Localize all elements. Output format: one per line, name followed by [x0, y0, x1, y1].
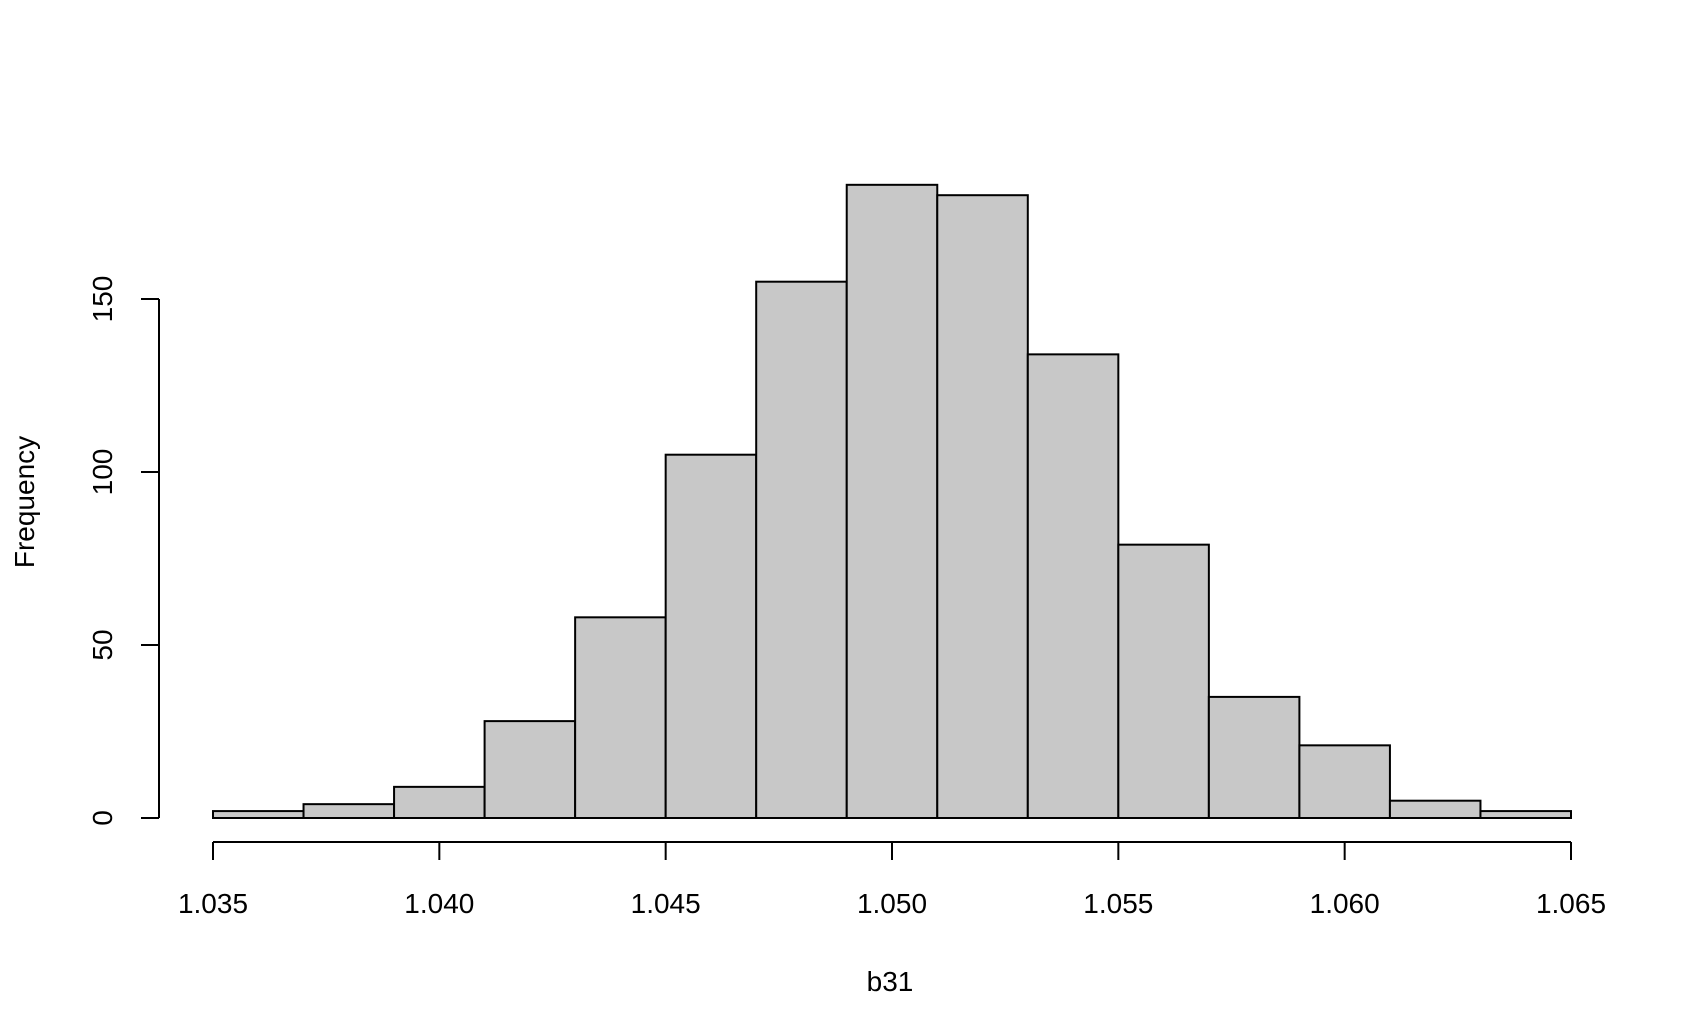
- histogram-bar-1: [212, 810, 305, 820]
- histogram-bar-12: [1207, 695, 1301, 820]
- histogram-bar-9: [936, 194, 1029, 819]
- y-tick-label: 0: [87, 810, 118, 826]
- histogram-bar-5: [574, 616, 667, 819]
- x-tick-label: 1.040: [404, 888, 474, 919]
- x-tick-label: 1.065: [1536, 888, 1606, 919]
- histogram-bar-13: [1298, 744, 1391, 820]
- x-tick-label: 1.045: [631, 888, 701, 919]
- x-axis: 1.035 1.040 1.045 1.050 1.055 1.060 1.065: [178, 841, 1606, 919]
- y-tick-label: 50: [87, 629, 118, 660]
- histogram-bar-10: [1026, 353, 1120, 819]
- histogram-bar-14: [1388, 799, 1482, 820]
- bars-group: [212, 183, 1573, 820]
- x-tick-label: 1.050: [857, 888, 927, 919]
- x-tick-label: 1.060: [1310, 888, 1380, 919]
- y-axis: 0 50 100 150: [87, 276, 160, 826]
- histogram-bar-11: [1117, 543, 1210, 819]
- x-axis-title: b31: [867, 966, 914, 997]
- x-tick-label: 1.055: [1083, 888, 1153, 919]
- histogram-bar-6: [664, 453, 758, 819]
- histogram-bar-3: [393, 785, 486, 819]
- histogram-bar-4: [483, 720, 577, 819]
- histogram-bar-7: [755, 280, 848, 819]
- y-tick-label: 100: [87, 449, 118, 496]
- y-axis-title: Frequency: [9, 436, 40, 568]
- histogram-bar-2: [302, 803, 396, 819]
- histogram-bar-15: [1479, 810, 1573, 820]
- x-tick-label: 1.035: [178, 888, 248, 919]
- histogram-bar-8: [845, 183, 939, 819]
- y-tick-label: 150: [87, 276, 118, 323]
